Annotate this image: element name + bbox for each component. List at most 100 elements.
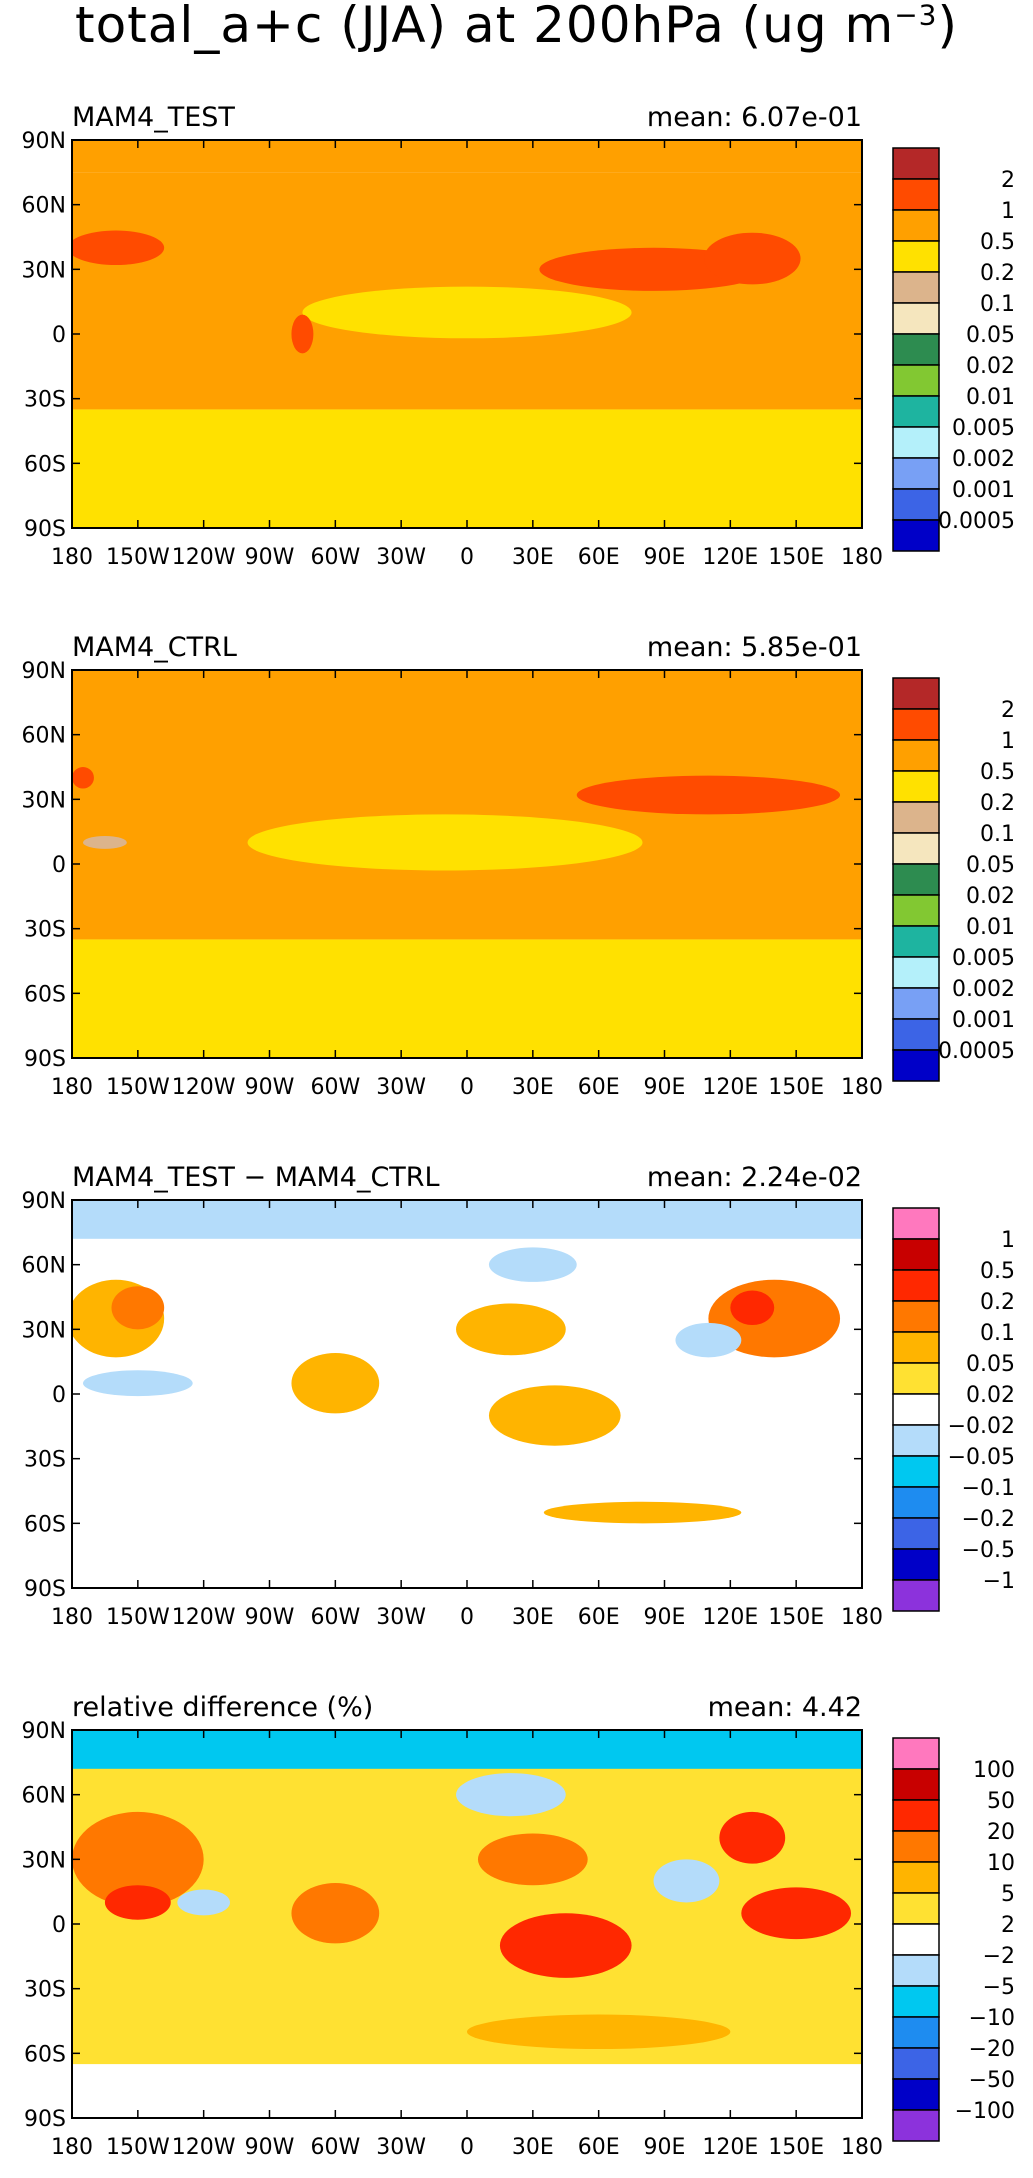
colorbar-box	[892, 395, 940, 428]
panel-left-title: relative difference (%)	[72, 1692, 373, 1723]
x-tick-label: 120E	[702, 545, 758, 570]
colorbar-label: 0.2	[980, 1290, 1015, 1315]
x-tick-label: 180	[841, 1075, 883, 1100]
colorbar-label: 0.001	[952, 1008, 1015, 1033]
field-feature	[82, 835, 127, 849]
x-tick-label: 60E	[578, 1075, 620, 1100]
colorbar-box	[892, 1892, 940, 1925]
colorbar-label: 0.005	[952, 416, 1015, 441]
x-tick-label: 180	[841, 545, 883, 570]
colorbar-box	[892, 1799, 940, 1832]
colorbar-label: 0.5	[980, 230, 1015, 255]
colorbar-box	[892, 1269, 940, 1302]
colorbar-box	[892, 1424, 940, 1457]
y-tick-label: 60S	[24, 1512, 66, 1537]
colorbar-box	[892, 987, 940, 1020]
x-tick-label: 60E	[578, 2135, 620, 2160]
x-tick-label: 150W	[106, 1605, 170, 1630]
field-feature	[247, 814, 643, 871]
x-tick-label: 150W	[106, 1075, 170, 1100]
colorbar-label: 5	[1001, 1882, 1015, 1907]
x-tick-label: 90E	[644, 2135, 686, 2160]
colorbar-label: 0.2	[980, 791, 1015, 816]
colorbar-box	[892, 1768, 940, 1801]
map-field	[72, 1730, 862, 2118]
field-band	[72, 939, 862, 1058]
field-feature	[291, 1883, 380, 1944]
x-tick-label: 180	[51, 1075, 93, 1100]
panel-mean-label: mean: 6.07e-01	[647, 102, 862, 133]
x-tick-label: 120W	[172, 545, 236, 570]
field-feature	[741, 1887, 852, 1940]
y-tick-label: 0	[52, 323, 66, 348]
field-feature	[302, 286, 632, 339]
field-band	[72, 409, 862, 528]
y-tick-label: 90S	[24, 1047, 66, 1072]
field-feature	[704, 232, 801, 285]
colorbar-box	[892, 1985, 940, 2018]
x-tick-label: 30W	[376, 1075, 426, 1100]
y-tick-label: 60S	[24, 2042, 66, 2067]
field-feature	[456, 1303, 566, 1356]
colorbar-label: 0.05	[966, 1352, 1015, 1377]
colorbar-box	[892, 1300, 940, 1333]
field-feature	[499, 1913, 632, 1978]
panel-mean-label: mean: 2.24e-02	[647, 1162, 862, 1193]
x-tick-label: 0	[460, 2135, 474, 2160]
x-tick-label: 180	[51, 545, 93, 570]
colorbar-label: 0.005	[952, 946, 1015, 971]
colorbar-label: −50	[969, 2068, 1015, 2093]
colorbar-label: 1	[1001, 729, 1015, 754]
y-tick-label: 90S	[24, 1577, 66, 1602]
y-tick-label: 30N	[22, 788, 66, 813]
x-tick-label: 90E	[644, 1605, 686, 1630]
x-tick-label: 60E	[578, 1605, 620, 1630]
colorbar-label: −2	[983, 1944, 1015, 1969]
field-feature	[477, 1833, 588, 1886]
field-feature	[543, 1501, 742, 1524]
panel-left-title: MAM4_TEST	[72, 102, 235, 133]
field-feature	[291, 314, 314, 354]
y-tick-label: 90S	[24, 2107, 66, 2132]
colorbar-box	[892, 832, 940, 865]
colorbar-box	[892, 1579, 940, 1612]
y-tick-label: 60N	[22, 194, 66, 219]
colorbar-label: 0.001	[952, 478, 1015, 503]
x-tick-label: 60W	[310, 1605, 360, 1630]
colorbar-label: −5	[983, 1975, 1015, 2000]
x-tick-label: 60W	[310, 545, 360, 570]
field-feature	[576, 775, 841, 815]
y-tick-label: 0	[52, 1383, 66, 1408]
colorbar-label: 0.01	[966, 385, 1015, 410]
panel-mam4-ctrl: MAM4_CTRL mean: 5.85e-01 180 150W 120W 90W 60W…	[22, 632, 1015, 1100]
colorbar-label: −0.02	[948, 1414, 1015, 1439]
colorbar-label: 0.5	[980, 1259, 1015, 1284]
colorbar-box	[892, 2047, 940, 2080]
x-tick-label: 150E	[768, 1605, 824, 1630]
x-tick-label: 90E	[644, 1075, 686, 1100]
x-tick-label: 30W	[376, 1605, 426, 1630]
colorbar-box	[892, 1018, 940, 1051]
field-feature	[488, 1385, 621, 1446]
x-tick-label: 30W	[376, 2135, 426, 2160]
colorbar-box	[892, 302, 940, 335]
colorbar-box	[892, 1049, 940, 1082]
colorbar-box	[892, 708, 940, 741]
x-tick-label: 0	[460, 1075, 474, 1100]
colorbar-label: 100	[973, 1758, 1015, 1783]
colorbar-box	[892, 147, 940, 180]
y-tick-label: 60N	[22, 1784, 66, 1809]
x-tick-label: 60W	[310, 1075, 360, 1100]
y-tick-label: 30S	[24, 918, 66, 943]
colorbar-label: 2	[1001, 168, 1015, 193]
colorbar-label: 0.05	[966, 323, 1015, 348]
x-tick-label: 30W	[376, 545, 426, 570]
colorbar-box	[892, 2109, 940, 2142]
x-tick-label: 60E	[578, 545, 620, 570]
x-tick-label: 90W	[245, 545, 295, 570]
x-tick-label: 0	[460, 545, 474, 570]
field-feature	[72, 767, 94, 789]
colorbar-label: −20	[969, 2037, 1015, 2062]
y-tick-label: 60S	[24, 982, 66, 1007]
x-tick-label: 30E	[512, 1075, 554, 1100]
